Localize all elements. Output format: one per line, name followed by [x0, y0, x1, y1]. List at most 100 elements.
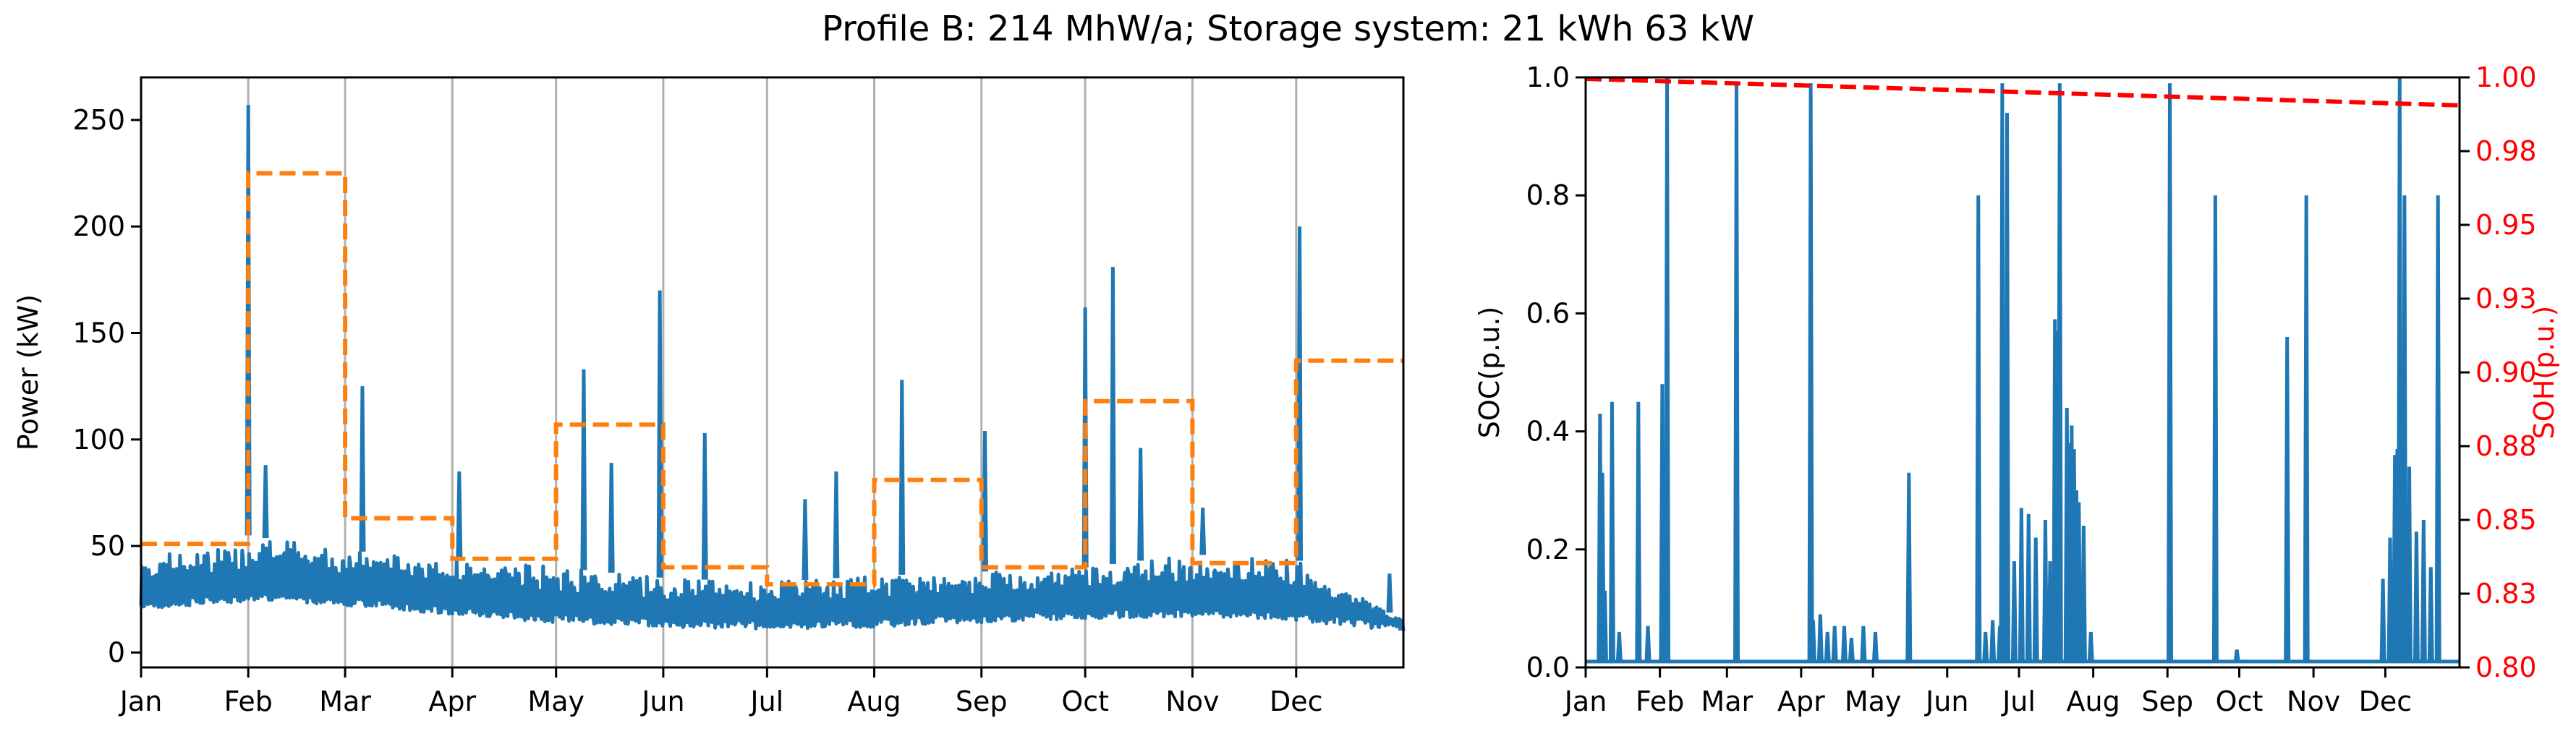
- power-peak-8: [701, 432, 708, 580]
- soc-xtick-label-jan: Jan: [1563, 685, 1607, 717]
- soc-spike-58: [2427, 567, 2434, 662]
- soc-spike-3: [1601, 590, 1608, 662]
- soc-ytick-label-1.0: 1.0: [1526, 61, 1570, 93]
- soc-spike-30: [2032, 537, 2039, 662]
- soc-spike-42: [2080, 526, 2087, 662]
- power-xtick-label-dec: Dec: [1270, 685, 1323, 717]
- soc-spike-20: [1905, 472, 1913, 662]
- soh-ytick-label-0.95: 0.95: [2475, 209, 2537, 241]
- power-ytick-label-50: 50: [90, 530, 125, 562]
- power-peak-9: [802, 499, 809, 581]
- soc-xtick-label-feb: Feb: [1636, 685, 1684, 717]
- soc-spike-46: [2233, 649, 2240, 662]
- soc-ytick-label-0.8: 0.8: [1526, 179, 1570, 211]
- soc-spike-44: [2167, 83, 2174, 662]
- power-ytick-label-150: 150: [72, 317, 125, 349]
- power-limit-line: [141, 171, 1403, 587]
- power-axes-frame: [140, 76, 1405, 669]
- soc-ytick-label-0.2: 0.2: [1526, 534, 1570, 565]
- figure-title: Profile B: 214 MhW/a; Storage system: 21…: [822, 9, 1754, 49]
- soc-spike-48: [2303, 195, 2310, 662]
- soc-spike-45: [2211, 195, 2219, 662]
- power-peak-10: [833, 471, 840, 578]
- power-xtick-label-sep: Sep: [956, 685, 1008, 717]
- soc-xtick-label-jun: Jun: [1924, 685, 1968, 717]
- soc-y-ticks: 0.0 0.2 0.4 0.6 0.8 1.0: [1526, 61, 1586, 683]
- soc-xtick-label-jul: Jul: [2001, 685, 2036, 717]
- soh-y-axis-label: SOH(p.u.): [2528, 306, 2560, 440]
- soc-spike-57: [2420, 519, 2427, 662]
- power-ytick-label-100: 100: [72, 424, 125, 456]
- soc-xtick-label-oct: Oct: [2216, 685, 2263, 717]
- power-peak-14: [1109, 267, 1116, 564]
- power-xtick-label-apr: Apr: [428, 685, 476, 717]
- power-chart: 0 50 100 150 200 250 Jan Feb Mar Apr May Jun Jul Aug…: [12, 76, 1406, 717]
- soc-spike-6: [1635, 401, 1642, 662]
- soc-spike-26: [2003, 112, 2010, 662]
- soc-spike-21: [1975, 195, 1982, 662]
- power-ytick-label-0: 0: [108, 636, 125, 668]
- power-peak-18: [1386, 573, 1393, 613]
- soc-y-axis-label: SOC(p.u.): [1476, 307, 1505, 439]
- soc-spike-27: [2010, 561, 2018, 662]
- power-peak-2: [262, 465, 269, 539]
- power-load-line: [139, 540, 1406, 631]
- soc-spike-13: [1816, 614, 1824, 662]
- soc-spike-43: [2087, 631, 2094, 662]
- soc-spike-18: [1860, 625, 1867, 662]
- power-peak-6: [608, 463, 615, 573]
- soh-ytick-label-0.93: 0.93: [2475, 283, 2537, 315]
- soc-spike-12: [1809, 620, 1816, 662]
- power-xtick-label-aug: Aug: [847, 685, 901, 717]
- soc-spike-4: [1608, 401, 1615, 662]
- power-xtick-label-feb: Feb: [224, 685, 273, 717]
- soc-spike-29: [2025, 513, 2032, 662]
- soc-spike-56: [2413, 531, 2420, 662]
- soh-ytick-label-0.80: 0.80: [2475, 652, 2537, 683]
- power-xtick-label-jun: Jun: [640, 685, 684, 717]
- soc-xtick-label-may: May: [1845, 685, 1902, 717]
- soc-ytick-label-0.6: 0.6: [1526, 297, 1570, 329]
- power-peak-12: [982, 430, 989, 572]
- power-ytick-label-200: 200: [72, 210, 125, 242]
- soh-y-ticks: 0.80 0.83 0.85 0.88 0.90 0.93 0.95 0.98 1.00: [2460, 61, 2537, 683]
- power-peak-11: [898, 380, 906, 575]
- soc-spike-32: [2046, 561, 2054, 662]
- soc-spike-59: [2434, 195, 2441, 662]
- soc-xtick-label-nov: Nov: [2287, 685, 2340, 717]
- soc-ytick-label-0.0: 0.0: [1526, 652, 1570, 683]
- power-xtick-label-mar: Mar: [319, 685, 371, 717]
- soc-spike-55: [2406, 466, 2413, 662]
- soc-xtick-label-aug: Aug: [2067, 685, 2120, 717]
- soc-spike-11: [1807, 83, 1814, 662]
- soc-spike-19: [1871, 631, 1879, 662]
- soc-spike-22: [1982, 631, 1989, 662]
- soc-spike-5: [1615, 631, 1623, 662]
- soc-spike-50: [2386, 537, 2394, 662]
- soc-series: [1586, 77, 2460, 664]
- soc-spike-31: [2041, 519, 2049, 662]
- power-xtick-label-jan: Jan: [119, 685, 163, 717]
- power-peak-15: [1137, 448, 1144, 561]
- power-y-axis-label: Power (kW): [12, 294, 44, 450]
- power-limit-series: [141, 171, 1403, 587]
- soc-xtick-label-mar: Mar: [1701, 685, 1753, 717]
- soc-spike-14: [1824, 631, 1831, 662]
- power-xtick-label-may: May: [527, 685, 585, 717]
- soc-spike-23: [1989, 620, 1997, 662]
- soc-xtick-label-apr: Apr: [1777, 685, 1825, 717]
- power-peak-16: [1199, 507, 1207, 555]
- soc-spike-9: [1664, 77, 1671, 662]
- soc-spike-53: [2396, 77, 2403, 662]
- soh-ytick-label-0.83: 0.83: [2475, 578, 2537, 610]
- power-peak-4: [456, 471, 463, 560]
- soc-spike-35: [2056, 83, 2063, 662]
- soc-spike-17: [1848, 638, 1855, 662]
- soc-spike-10: [1733, 83, 1740, 662]
- soh-ytick-label-0.88: 0.88: [2475, 430, 2537, 462]
- power-y-ticks: 0 50 100 150 200 250: [72, 104, 141, 668]
- power-xtick-label-jul: Jul: [749, 685, 783, 717]
- soc-spike-8: [1659, 384, 1666, 662]
- power-load-series: [139, 105, 1406, 631]
